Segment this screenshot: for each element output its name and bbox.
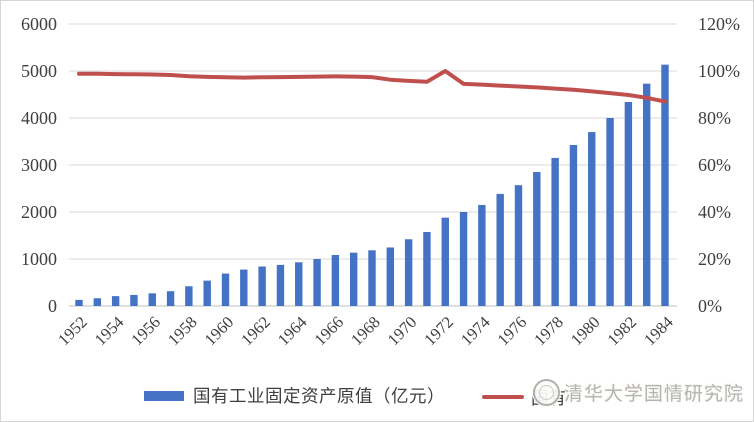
right-axis-tick-label: 20% (698, 249, 731, 269)
bar-1964[interactable] (295, 262, 303, 306)
right-axis-tick-label: 120% (698, 14, 740, 34)
bar-1970[interactable] (404, 239, 413, 306)
x-axis-tick-label: 1976 (494, 312, 531, 349)
bar-1983[interactable] (642, 83, 651, 306)
bar-1971[interactable] (423, 231, 431, 306)
bar-1956[interactable] (148, 293, 156, 306)
bar-1955[interactable] (130, 294, 138, 306)
x-axis-tick-label: 1966 (310, 312, 347, 349)
bar-1961[interactable] (240, 269, 248, 306)
x-axis-tick-label: 1964 (274, 312, 311, 349)
bar-1981[interactable] (606, 118, 614, 306)
left-axis-tick-label: 2000 (21, 202, 57, 222)
x-axis-tick-label: 1962 (237, 312, 274, 349)
right-axis-tick-label: 100% (698, 61, 740, 81)
ratio-line-series[interactable] (77, 69, 667, 104)
bar-1975[interactable] (496, 193, 504, 306)
x-axis-tick-label: 1970 (384, 312, 421, 349)
x-axis-tick-label: 1960 (201, 312, 238, 349)
bar-1973[interactable] (459, 212, 468, 306)
bar-1963[interactable] (276, 264, 285, 306)
bar-1959[interactable] (203, 280, 211, 306)
left-axis-tick-label: 1000 (21, 249, 57, 269)
bar-1972[interactable] (441, 217, 449, 306)
bar-1968[interactable] (368, 250, 376, 306)
bar-1974[interactable] (478, 204, 486, 306)
bar-1952[interactable] (75, 299, 83, 306)
right-axis-tick-label: 80% (698, 108, 731, 128)
x-axis-tick-label: 1978 (530, 312, 567, 349)
bar-1978[interactable] (551, 157, 559, 306)
bar-1953[interactable] (93, 298, 102, 306)
watermark: 清华大学国情研究院 (533, 379, 744, 406)
x-axis-tick-label: 1954 (91, 312, 128, 349)
legend-item-line-series[interactable]: 国有 清华大学国情研究院 (482, 379, 743, 411)
bar-1960[interactable] (221, 273, 230, 306)
x-axis-tick-label: 1956 (127, 312, 164, 349)
bar-series-swatch (144, 390, 184, 401)
bar-1982[interactable] (624, 102, 633, 307)
x-axis-tick-label: 1958 (164, 312, 201, 349)
x-axis-tick-label: 1952 (54, 312, 91, 349)
watermark-text: 清华大学国情研究院 (564, 384, 745, 405)
bar-1954[interactable] (111, 296, 120, 306)
bar-1958[interactable] (185, 286, 193, 306)
bar-1967[interactable] (349, 252, 358, 306)
bar-1976[interactable] (514, 185, 523, 306)
x-axis-tick-label: 1982 (603, 312, 640, 349)
x-axis-tick-label: 1984 (640, 312, 677, 349)
bar-1962[interactable] (258, 266, 266, 306)
bar-1980[interactable] (588, 132, 596, 306)
institute-seal-icon (533, 379, 560, 406)
bar-1965[interactable] (313, 259, 321, 306)
line-series-swatch (482, 395, 524, 399)
left-axis-tick-label: 5000 (21, 61, 57, 81)
left-axis-tick-label: 0 (48, 296, 57, 316)
bar-1969[interactable] (386, 247, 395, 306)
x-axis-tick-label: 1968 (347, 312, 384, 349)
bar-1979[interactable] (569, 145, 578, 306)
left-axis-tick-label: 4000 (21, 108, 57, 128)
right-axis-tick-label: 60% (698, 155, 731, 175)
bar-1984[interactable] (661, 64, 669, 306)
right-axis-tick-label: 0% (698, 296, 722, 316)
right-axis-tick-label: 40% (698, 202, 731, 222)
left-axis-tick-label: 3000 (21, 155, 57, 175)
bar-1966[interactable] (331, 255, 340, 306)
bar-1957[interactable] (166, 291, 175, 306)
x-axis-tick-label: 1980 (567, 312, 604, 349)
x-axis-tick-label: 1974 (457, 312, 494, 349)
legend-item-bar-series[interactable]: 国有工业固定资产原值（亿元） (144, 383, 445, 408)
left-axis-tick-label: 6000 (21, 14, 57, 34)
bar-series-label: 国有工业固定资产原值（亿元） (193, 386, 445, 406)
x-axis-tick-label: 1972 (420, 312, 457, 349)
bar-1977[interactable] (533, 172, 541, 306)
line-series-label-wrap: 国有 清华大学国情研究院 (531, 379, 743, 411)
